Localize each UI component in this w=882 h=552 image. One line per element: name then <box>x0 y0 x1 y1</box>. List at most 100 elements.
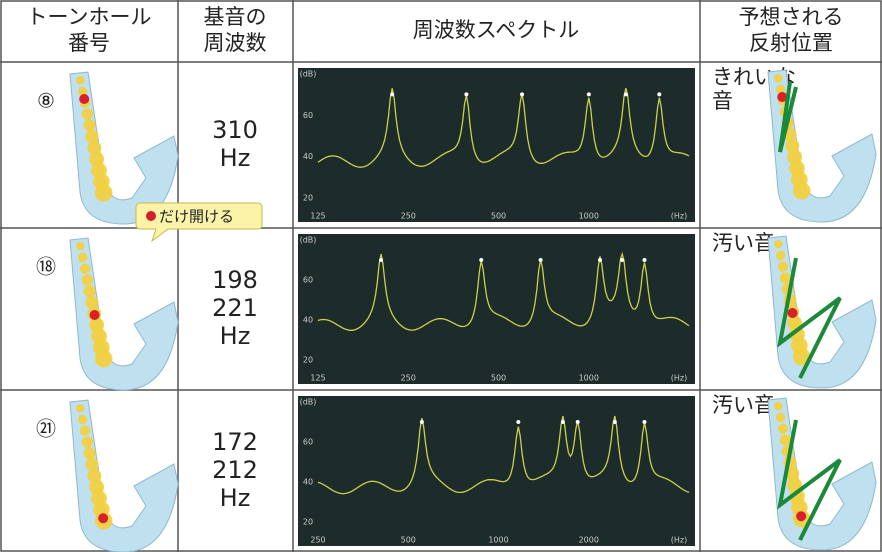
tone-hole <box>84 119 96 131</box>
tone-hole <box>80 426 90 436</box>
x-tick-label: 2000 <box>579 536 599 545</box>
tone-hole <box>774 74 783 83</box>
x-tick-label: 125 <box>310 374 325 383</box>
x-tick-label: 250 <box>401 374 416 383</box>
x-tick-label: (Hz) <box>671 212 687 221</box>
x-tick-label: 1000 <box>579 374 599 383</box>
tone-hole <box>78 253 87 262</box>
tone-hole <box>78 415 87 424</box>
peak-marker <box>379 258 383 262</box>
hole-number: ㉑ <box>36 417 56 441</box>
tone-hole <box>778 424 788 434</box>
peak-marker <box>657 92 661 96</box>
open-hole <box>98 513 108 523</box>
y-tick-label: 20 <box>303 518 313 527</box>
peak-marker <box>390 92 394 96</box>
tone-hole <box>80 264 90 274</box>
tone-hole <box>774 402 783 411</box>
peak-marker <box>576 420 580 424</box>
frequency: Hz <box>220 144 251 172</box>
tone-hole <box>84 285 96 297</box>
y-tick-label: 20 <box>303 356 313 365</box>
y-tick-label: (dB) <box>300 70 317 79</box>
frequency: 172 <box>212 428 258 456</box>
header-text: 基音の <box>204 5 267 29</box>
frequency: 212 <box>212 456 258 484</box>
tone-hole <box>780 434 791 445</box>
tone-hole <box>76 242 85 251</box>
y-tick-label: 40 <box>303 478 313 487</box>
tone-hole <box>76 76 85 85</box>
tone-hole <box>95 350 113 368</box>
y-tick-label: 20 <box>303 194 313 203</box>
peak-marker <box>539 258 543 262</box>
peak-marker <box>642 420 646 424</box>
x-tick-label: 1000 <box>579 212 599 221</box>
open-hole <box>79 94 89 104</box>
header-text: 予想される <box>739 5 844 29</box>
x-tick-label: 500 <box>401 536 416 545</box>
frequency: Hz <box>220 484 251 512</box>
x-tick-label: (Hz) <box>671 536 687 545</box>
tone-hole <box>778 262 788 272</box>
tone-hole <box>82 274 93 285</box>
y-tick-label: 60 <box>303 438 313 447</box>
header-text: 周波数スペクトル <box>413 18 580 42</box>
frequency: 221 <box>212 294 258 322</box>
tone-hole <box>86 130 99 143</box>
peak-marker <box>479 258 483 262</box>
tone-hole <box>82 108 93 119</box>
frequency: 198 <box>212 266 258 294</box>
callout-dot <box>146 211 156 221</box>
tone-hole <box>793 182 811 200</box>
header-text: 番号 <box>68 31 110 55</box>
tone-hole <box>780 272 791 283</box>
tone-hole <box>76 404 85 413</box>
y-tick-label: 40 <box>303 152 313 161</box>
x-tick-label: 1000 <box>488 536 508 545</box>
peak-marker <box>642 258 646 262</box>
peak-marker <box>520 92 524 96</box>
note: 汚い音 <box>712 393 775 417</box>
spectrum-panel <box>298 396 695 546</box>
header-text: トーンホール <box>27 5 152 29</box>
tone-hole <box>86 458 99 471</box>
y-tick-label: (dB) <box>300 398 317 407</box>
y-tick-label: (dB) <box>300 236 317 245</box>
tone-hole <box>84 447 96 459</box>
x-tick-label: 250 <box>401 212 416 221</box>
peak-marker <box>420 420 424 424</box>
peak-marker <box>624 92 628 96</box>
x-tick-label: 500 <box>491 374 506 383</box>
open-hole <box>788 308 798 318</box>
x-tick-label: (Hz) <box>671 374 687 383</box>
peak-marker <box>613 420 617 424</box>
page: トーンホール番号基音の周波数周波数スペクトル予想される反射位置⑧310Hzきれい… <box>0 0 882 552</box>
tone-hole <box>776 413 785 422</box>
peak-marker <box>464 92 468 96</box>
x-tick-label: 500 <box>491 212 506 221</box>
open-hole <box>90 310 100 320</box>
peak-marker <box>516 420 520 424</box>
hole-number: ⑱ <box>36 255 56 279</box>
tone-hole <box>776 251 785 260</box>
open-hole <box>796 511 806 521</box>
peak-marker <box>598 258 602 262</box>
x-tick-label: 125 <box>310 212 325 221</box>
tone-hole <box>82 436 93 447</box>
tone-hole <box>86 296 99 309</box>
frequency: Hz <box>220 322 251 350</box>
tone-hole <box>95 184 113 202</box>
y-tick-label: 40 <box>303 316 313 325</box>
frequency: 310 <box>212 116 258 144</box>
header-text: 周波数 <box>204 31 267 55</box>
y-tick-label: 60 <box>303 276 313 285</box>
x-tick-label: 250 <box>310 536 325 545</box>
note: 音 <box>712 89 733 113</box>
peak-marker <box>561 420 565 424</box>
y-tick-label: 60 <box>303 111 313 120</box>
tone-hole <box>774 240 783 249</box>
peak-marker <box>587 92 591 96</box>
hole-number: ⑧ <box>37 89 55 113</box>
callout-text: だけ開ける <box>159 208 234 226</box>
